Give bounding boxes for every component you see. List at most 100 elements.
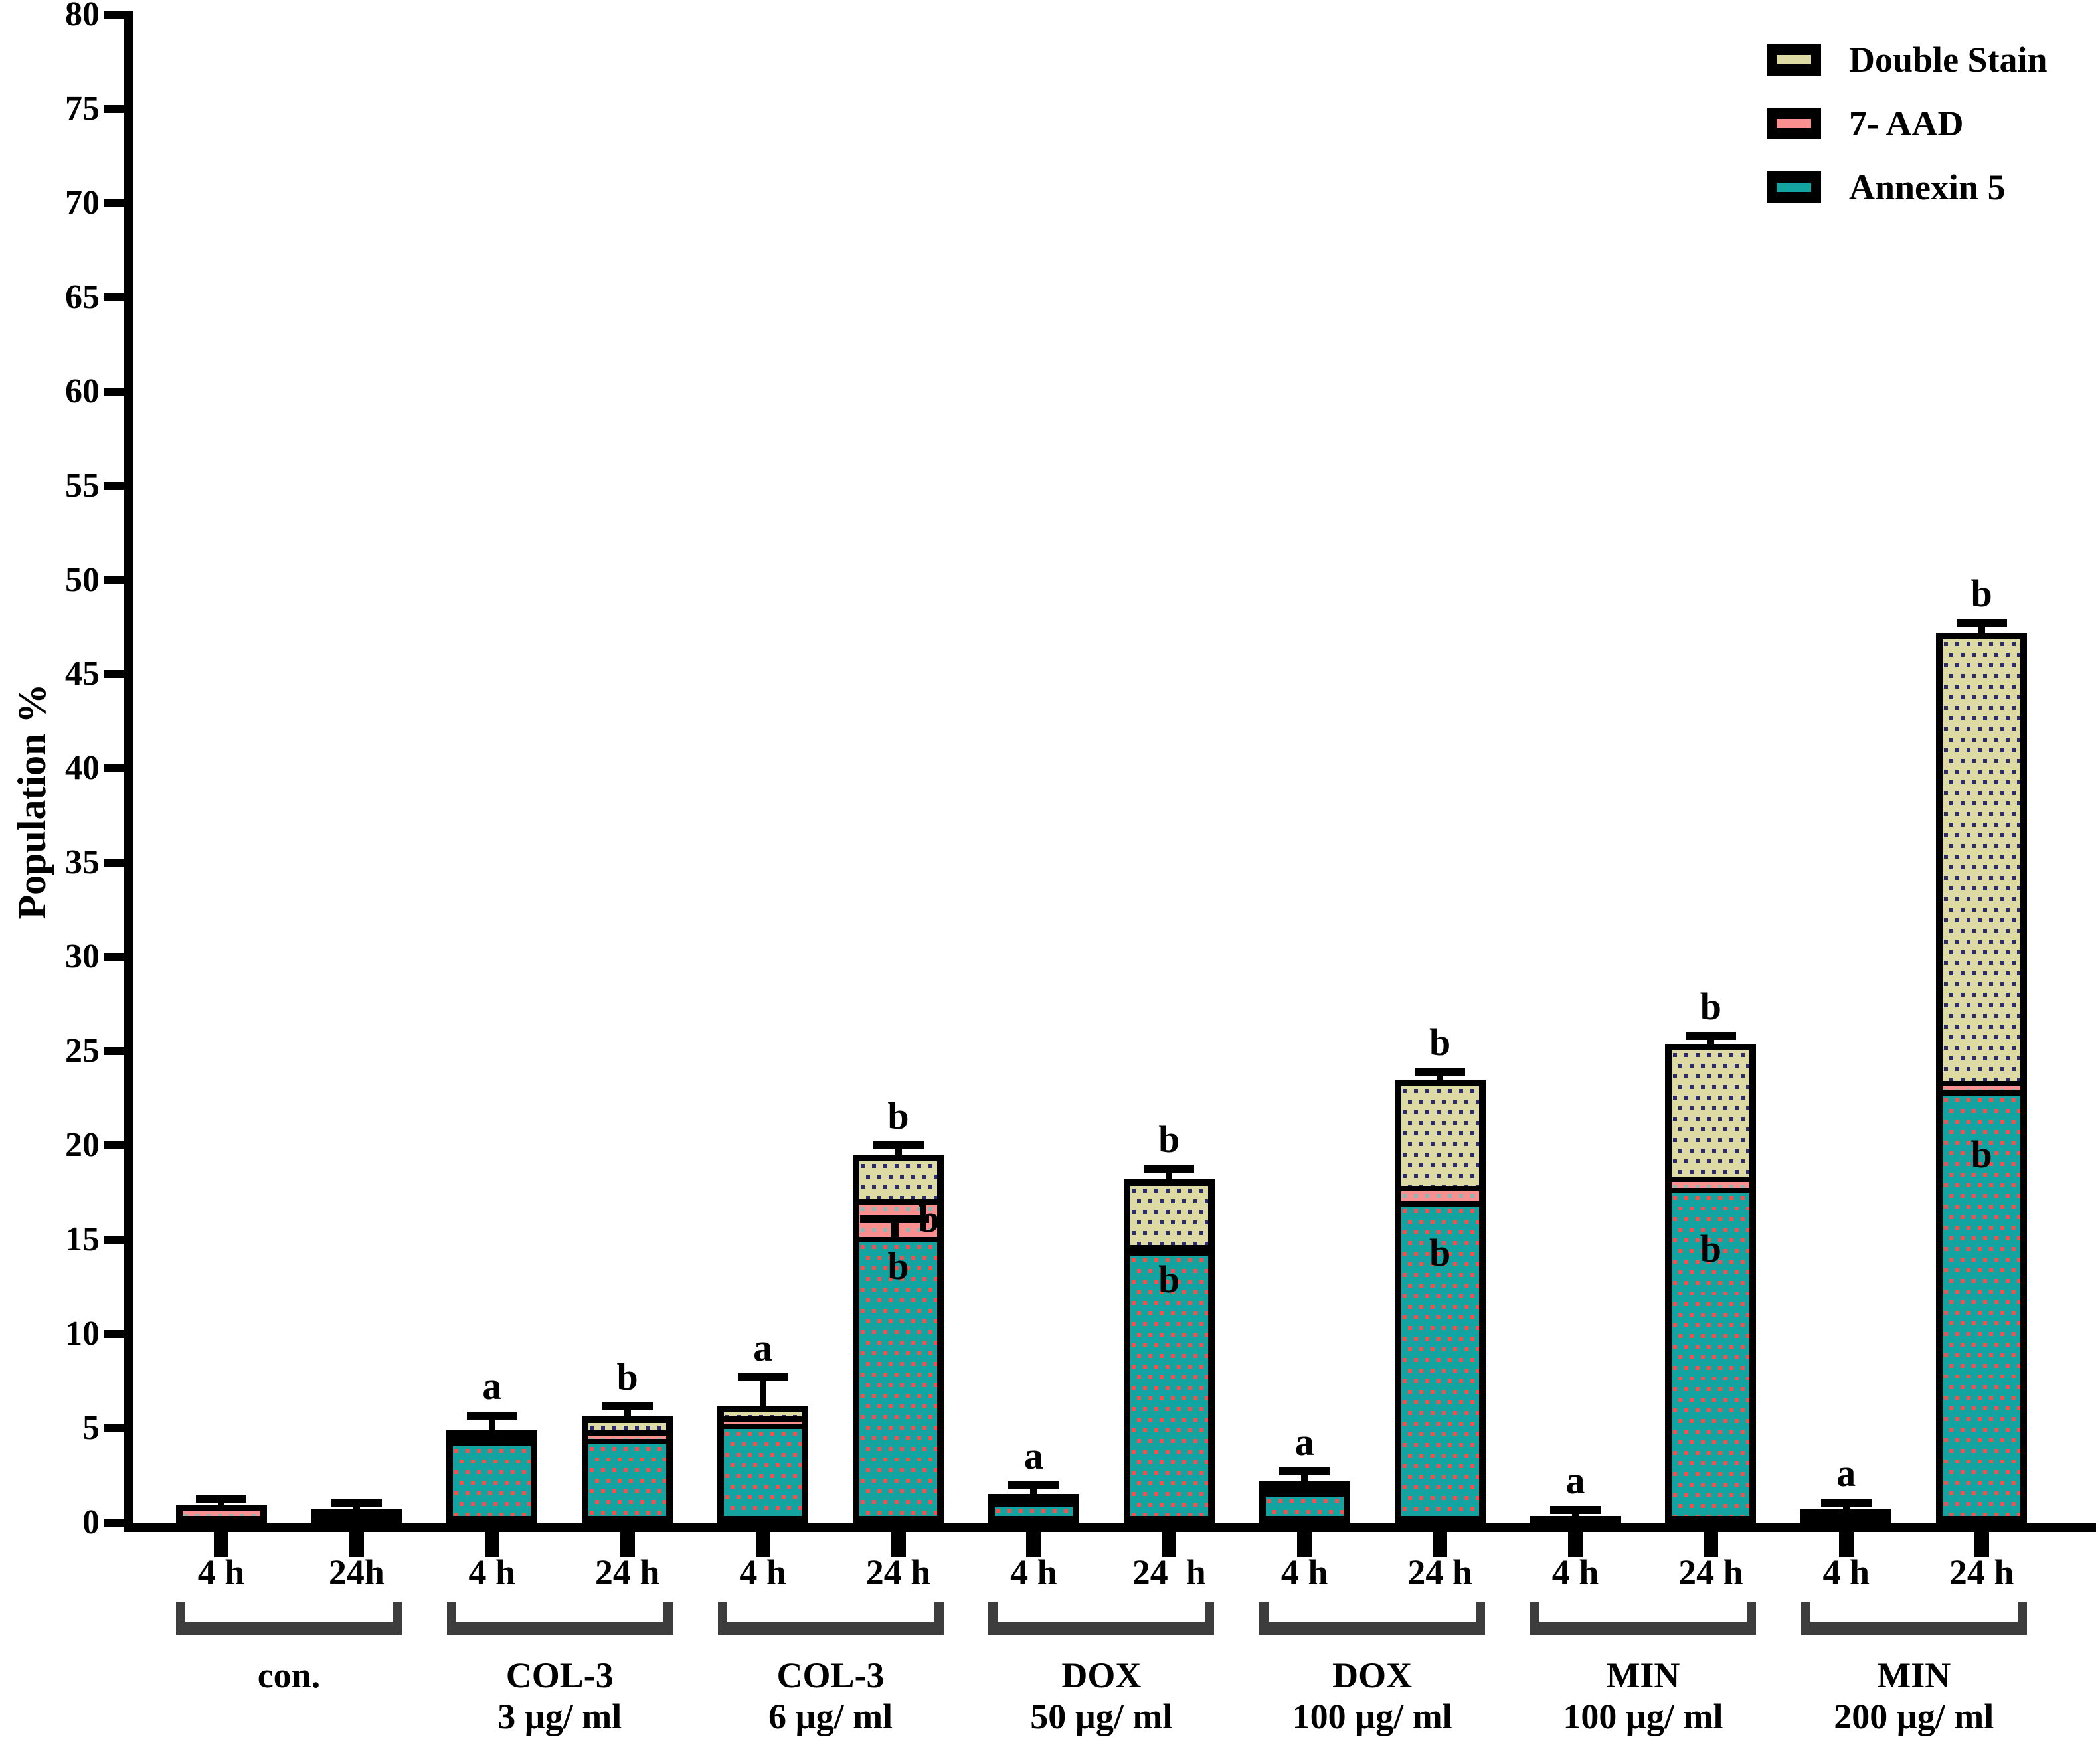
stacked-bar [1665,1043,1757,1523]
significance-letter: b [1970,572,1992,616]
y-tick-mark [104,1047,124,1056]
error-bar-line [759,1381,766,1414]
y-tick-label: 65 [65,278,100,316]
x-tick-mark [755,1532,770,1557]
time-tick-label: 4 h [1010,1552,1057,1592]
error-bar-cap [1820,1498,1872,1507]
group-label: DOX [1061,1655,1142,1695]
error-bar-line [488,1420,495,1438]
error-bar-cap [1956,619,2007,627]
inner-error-bar-line [859,1215,929,1224]
group-label: COL-3 [776,1655,885,1695]
legend-label: Double Stain [1849,40,2048,80]
significance-letter: a [1836,1451,1856,1495]
error-bar-cap [1008,1481,1059,1490]
error-bar-cap [602,1402,653,1411]
group-label: COL-3 [505,1655,614,1695]
x-tick-mark [214,1532,228,1557]
double-stain-segment [724,1412,802,1416]
y-tick-label: 60 [65,372,100,410]
annexin5-segment [453,1446,531,1516]
y-tick-label: 40 [65,749,100,788]
group-bracket-bottom [176,1622,402,1635]
error-bar-cap [331,1498,382,1507]
error-bar-cap [1415,1068,1466,1076]
error-bar-cap [1685,1032,1736,1041]
double-stain-segment [588,1422,667,1431]
stacked-bar [988,1494,1079,1523]
double-stain-segment [1401,1086,1479,1187]
y-tick-label: 45 [65,655,100,693]
group-label: MIN [1606,1655,1680,1695]
annexin5-segment [1943,1095,2021,1516]
time-tick-label: 4 h [468,1552,516,1592]
annexin5-segment [1672,1193,1750,1516]
y-tick-mark [104,1424,124,1433]
stacked-bar [311,1508,402,1523]
stacked-bar [175,1505,267,1523]
significance-letter: a [1023,1434,1043,1478]
significance-letter: b [1158,1118,1180,1161]
significance-letter: a [1565,1459,1585,1503]
7aad-segment [182,1511,260,1517]
legend-label: 7- AAD [1849,104,1964,143]
annexin5-segment [588,1444,667,1516]
y-tick-mark [104,387,124,396]
stacked-bar [1530,1516,1621,1523]
stacked-bar [1259,1481,1350,1523]
time-tick-label: 24 h [1132,1552,1206,1592]
annexin5-segment [724,1429,802,1516]
group-bracket-bottom [1530,1622,1756,1635]
annexin5-segment [994,1506,1073,1516]
double-stain-segment [859,1161,937,1200]
y-tick-mark [104,1330,124,1339]
y-tick-mark [104,104,124,113]
x-tick-mark [349,1532,364,1557]
inner-significance-letter: b [1700,1227,1722,1271]
group-label: 6 µg/ ml [768,1697,893,1736]
time-tick-label: 4 h [1280,1552,1328,1592]
x-tick-mark [1433,1532,1448,1557]
y-tick-label: 50 [65,560,100,599]
inner-significance-letter: b [1429,1231,1451,1275]
time-tick-label: 4 h [1822,1552,1870,1592]
x-tick-mark [891,1532,906,1557]
x-tick-mark [1026,1532,1041,1557]
legend-label: Annexin 5 [1849,167,2006,207]
time-tick-label: 4 h [739,1552,786,1592]
group-label: 200 µg/ ml [1834,1697,1994,1736]
y-tick-mark [104,576,124,584]
x-tick-mark [1297,1532,1312,1557]
group-label: 50 µg/ ml [1030,1697,1173,1736]
y-tick-mark [104,859,124,867]
error-bar-cap [1279,1467,1330,1476]
double-stain-swatch-icon [1767,44,1821,76]
y-tick-mark [104,1236,124,1244]
7aad-segment [1401,1191,1479,1202]
group-label: 100 µg/ ml [1563,1697,1723,1736]
time-tick-label: 24 h [1407,1552,1472,1592]
x-axis-line [124,1523,2096,1532]
y-tick-label: 75 [65,89,100,127]
x-tick-mark [620,1532,635,1557]
y-tick-label: 15 [65,1220,100,1259]
7aad-segment [1672,1182,1750,1189]
annexin5-segment [1265,1497,1344,1516]
y-axis-line [124,11,133,1532]
time-tick-label: 4 h [1551,1552,1599,1592]
time-tick-label: 4 h [197,1552,245,1592]
y-tick-label: 5 [82,1409,100,1448]
error-bar-cap [873,1141,924,1149]
significance-letter: b [616,1355,638,1399]
error-bar-cap [1550,1506,1601,1515]
x-tick-mark [1703,1532,1718,1557]
x-tick-mark [1568,1532,1583,1557]
significance-letter: b [1700,985,1722,1029]
y-tick-label: 30 [65,938,100,976]
inner-significance-letter: b [1158,1257,1180,1301]
legend-item-annexin5: Annexin 5 [1767,167,2048,231]
significance-letter: b [1429,1021,1451,1064]
y-tick-label: 25 [65,1032,100,1070]
y-tick-label: 80 [65,0,100,33]
inner-error-bar-stub [890,1223,899,1241]
